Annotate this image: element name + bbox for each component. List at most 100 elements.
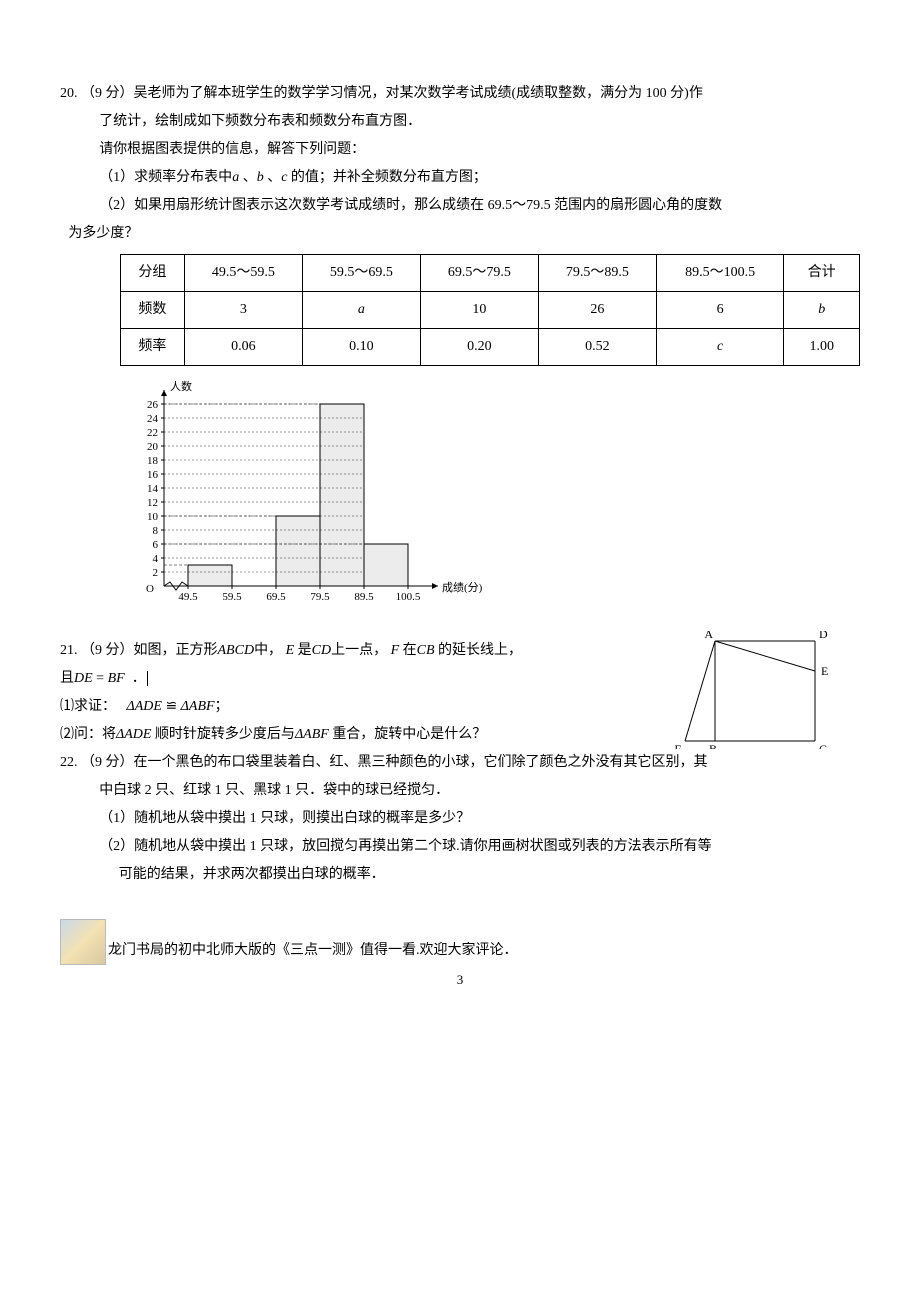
- histogram-chart: 人数2468101214161820222426O49.559.569.579.…: [120, 376, 860, 617]
- svg-text:14: 14: [147, 483, 159, 495]
- sym-cb: CB: [417, 643, 435, 658]
- q20-sub1-post: 的值；并补全频数分布直方图；: [287, 170, 487, 185]
- tri-ade: ΔADE: [127, 699, 162, 714]
- svg-text:59.5: 59.5: [222, 591, 242, 603]
- svg-text:D: D: [819, 631, 828, 641]
- q20-sub2b: 为多少度？: [60, 220, 860, 248]
- svg-text:C: C: [819, 742, 827, 749]
- q21-t5: 在: [399, 643, 417, 658]
- svg-text:10: 10: [147, 511, 159, 523]
- svg-text:F: F: [675, 742, 681, 749]
- question-22: 22. （9 分）在一个黑色的布口袋里装着白、红、黑三种颜色的小球，它们除了颜色…: [60, 749, 860, 889]
- rate-0: 0.06: [184, 329, 302, 366]
- svg-text:4: 4: [153, 553, 159, 565]
- q20-stem-line2: 请你根据图表提供的信息，解答下列问题：: [60, 136, 860, 164]
- rate-c: c: [717, 339, 723, 354]
- q22-text1a: 在一个黑色的布口袋里装着白、红、黑三种颜色的小球，它们除了颜色之外没有其它区别，…: [134, 755, 708, 770]
- q21-t6: 的延长线上，: [435, 643, 523, 658]
- tri-abf2: ΔABF: [295, 727, 329, 742]
- table-row-rate: 频率 0.06 0.10 0.20 0.52 c 1.00: [121, 329, 860, 366]
- page-footer: 龙门书局的初中北师大版的《三点一测》值得一看.欢迎大家评论． 3: [60, 919, 860, 993]
- sym-de: DE: [74, 671, 93, 686]
- book-cover-icon: [60, 919, 106, 965]
- q21-figure: ADECBF: [675, 631, 830, 760]
- q21-t4: 上一点，: [331, 643, 387, 658]
- table-row-freq: 频数 3 a 10 26 6 b: [121, 292, 860, 329]
- freq-5: b: [784, 292, 860, 329]
- th-5: 89.5～100.5: [656, 255, 784, 292]
- freq-label: 频数: [121, 292, 185, 329]
- q20-text-1: 吴老师为了解本班学生的数学学习情况，对某次数学考试成绩(成绩取整数，满分为 10…: [134, 86, 703, 101]
- svg-text:22: 22: [147, 427, 158, 439]
- freq-a: a: [358, 302, 365, 317]
- tri-abf: ΔABF: [181, 699, 215, 714]
- rate-1: 0.10: [302, 329, 420, 366]
- svg-text:49.5: 49.5: [178, 591, 198, 603]
- svg-text:成绩(分): 成绩(分): [442, 581, 483, 594]
- q21-svg: ADECBF: [675, 631, 830, 749]
- q21-t3: 是: [294, 643, 312, 658]
- var-b: b: [257, 170, 264, 185]
- sym-bf: BF: [108, 671, 125, 686]
- q20-sub2a: （2）如果用扇形统计图表示这次数学考试成绩时，那么成绩在 69.5～79.5 范…: [60, 192, 860, 220]
- q21-l2b: ．: [132, 671, 146, 686]
- question-21: ADECBF 21. （9 分）如图，正方形ABCD中， E 是CD上一点， F…: [60, 637, 860, 749]
- freq-0: 3: [184, 292, 302, 329]
- q21-t2: 中，: [254, 643, 282, 658]
- q20-stem-line1b: 了统计，绘制成如下频数分布表和频数分布直方图．: [60, 108, 860, 136]
- svg-text:79.5: 79.5: [310, 591, 330, 603]
- freq-4: 6: [656, 292, 784, 329]
- sym-abcd: ABCD: [218, 643, 255, 658]
- svg-text:26: 26: [147, 399, 159, 411]
- th-0: 分组: [121, 255, 185, 292]
- freq-1: a: [302, 292, 420, 329]
- histogram-svg: 人数2468101214161820222426O49.559.569.579.…: [120, 376, 500, 606]
- svg-text:8: 8: [153, 525, 159, 537]
- svg-text:100.5: 100.5: [396, 591, 421, 603]
- sep2: 、: [264, 170, 282, 185]
- rate-3: 0.52: [538, 329, 656, 366]
- rate-label: 频率: [121, 329, 185, 366]
- sym-cd: CD: [312, 643, 331, 658]
- q21-sub2-post: 重合，旋转中心是什么？: [329, 727, 487, 742]
- q22-points: （9 分）: [81, 755, 134, 770]
- svg-text:O: O: [146, 583, 154, 595]
- q20-sub1: （1）求频率分布表中a 、b 、c 的值；并补全频数分布直方图；: [60, 164, 860, 192]
- rate-5: 1.00: [784, 329, 860, 366]
- th-1: 49.5～59.5: [184, 255, 302, 292]
- sep1: 、: [239, 170, 257, 185]
- q21-points: （9 分）: [81, 643, 134, 658]
- q21-sub1-pre: ⑴求证：: [60, 699, 116, 714]
- footer-text: 龙门书局的初中北师大版的《三点一测》值得一看.欢迎大家评论．: [108, 943, 518, 958]
- freq-3: 26: [538, 292, 656, 329]
- svg-text:18: 18: [147, 455, 159, 467]
- q22-number: 22.: [60, 755, 78, 770]
- freq-b: b: [818, 302, 825, 317]
- svg-text:A: A: [704, 631, 713, 641]
- th-3: 69.5～79.5: [420, 255, 538, 292]
- q22-line1b: 中白球 2 只、红球 1 只、黑球 1 只．袋中的球已经搅匀．: [60, 777, 860, 805]
- rate-4: c: [656, 329, 784, 366]
- q21-number: 21.: [60, 643, 78, 658]
- q22-sub2a: （2）随机地从袋中摸出 1 只球，放回搅匀再摸出第二个球.请你用画树状图或列表的…: [60, 833, 860, 861]
- q20-points: （9 分）: [81, 86, 134, 101]
- freq-2: 10: [420, 292, 538, 329]
- table-header-row: 分组 49.5～59.5 59.5～69.5 69.5～79.5 79.5～89…: [121, 255, 860, 292]
- svg-text:2: 2: [153, 567, 159, 579]
- frequency-table: 分组 49.5～59.5 59.5～69.5 69.5～79.5 79.5～89…: [120, 254, 860, 366]
- q21-sub2-mid: 顺时针旋转多少度后与: [151, 727, 295, 742]
- svg-text:89.5: 89.5: [354, 591, 374, 603]
- text-cursor-icon: [147, 671, 148, 686]
- q20-sub1-pre: （1）求频率分布表中: [99, 170, 232, 185]
- q20-number: 20.: [60, 86, 78, 101]
- th-6: 合计: [784, 255, 860, 292]
- svg-text:12: 12: [147, 497, 158, 509]
- q21-l2a: 且: [60, 671, 74, 686]
- svg-text:B: B: [709, 742, 717, 749]
- question-20: 20. （9 分）吴老师为了解本班学生的数学学习情况，对某次数学考试成绩(成绩取…: [60, 80, 860, 617]
- q21-sub2-pre: ⑵问：将: [60, 727, 116, 742]
- svg-text:16: 16: [147, 469, 159, 481]
- q21-sub1-post: ；: [215, 699, 229, 714]
- svg-text:6: 6: [153, 539, 159, 551]
- q21-t1: 如图，正方形: [134, 643, 218, 658]
